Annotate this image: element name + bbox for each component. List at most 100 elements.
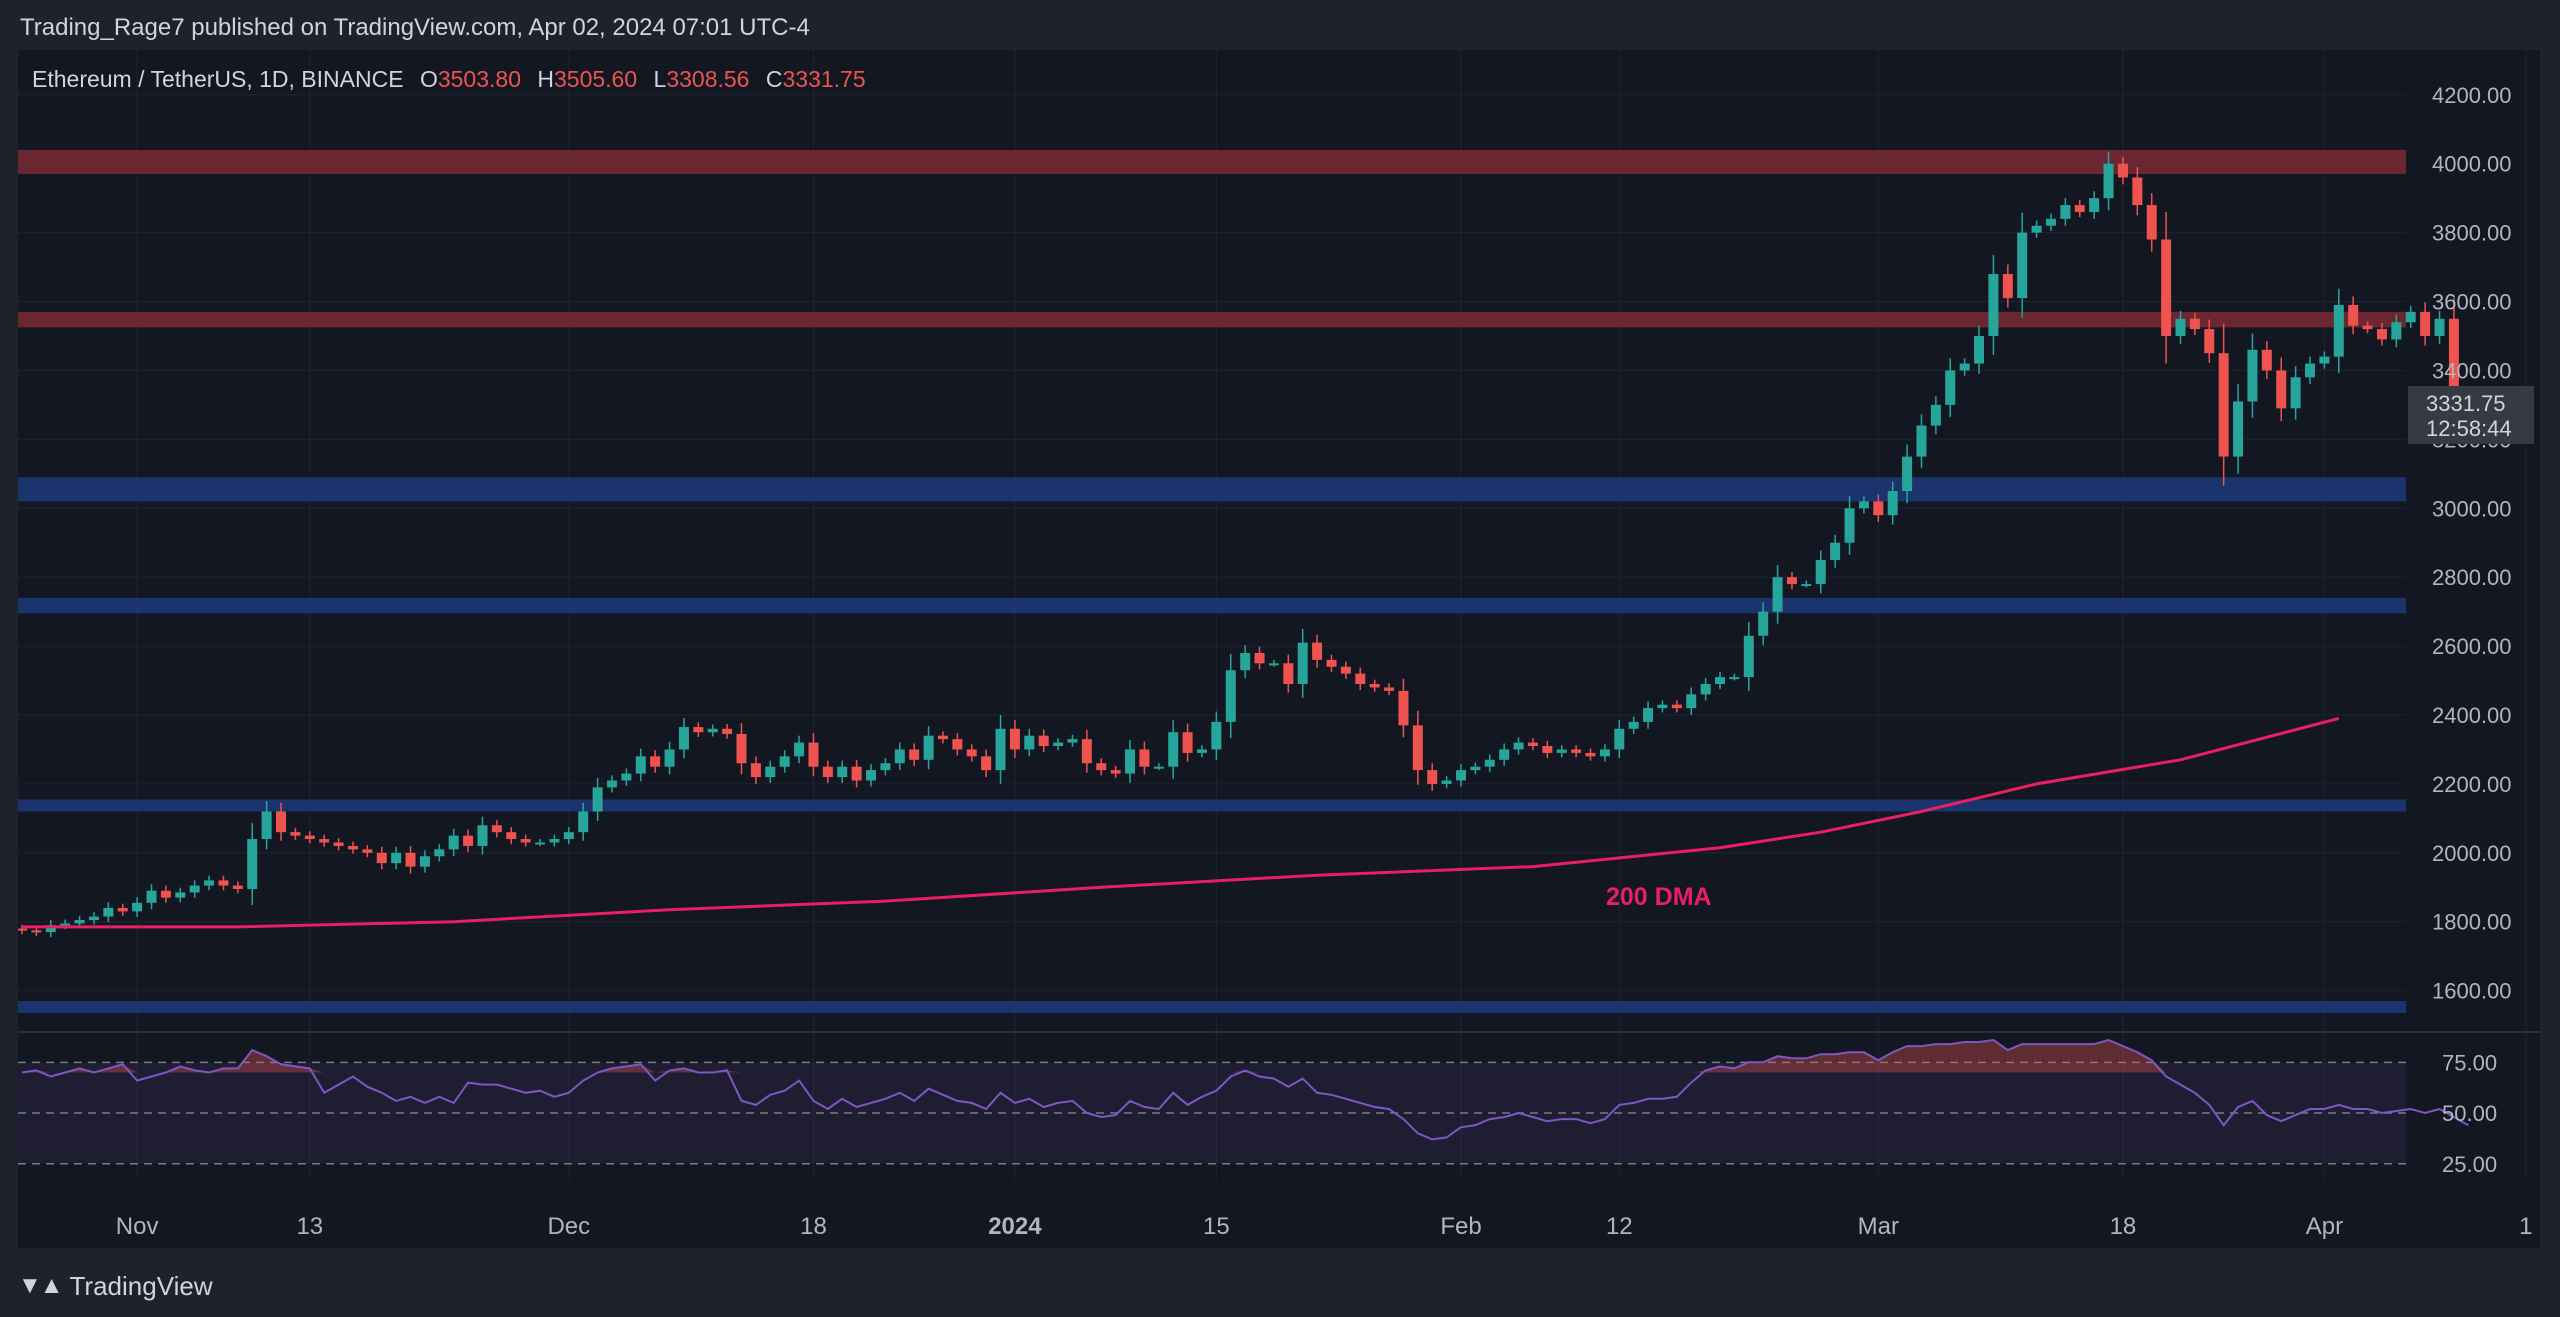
candle-body [722,728,733,734]
candle-body [290,832,301,836]
candle [1715,671,1726,690]
candle [1240,645,1251,678]
candle [232,881,243,894]
candle-body [1182,732,1193,753]
candle-body [563,832,574,840]
candle-body [520,839,531,843]
candle [1096,758,1107,776]
candle [506,826,517,845]
candle-body [2204,329,2215,354]
candle [1643,701,1654,729]
candle-body [2161,239,2172,336]
footer-brand[interactable]: ▼▲ TradingView [18,1266,213,1306]
candle [578,802,589,841]
candle-body [1513,742,1524,750]
candle [1556,745,1567,758]
candle [765,760,776,784]
candle-body [1844,508,1855,543]
candle [276,802,287,841]
candle [1053,738,1064,751]
candle-body [2247,349,2258,402]
candle-body [693,727,704,733]
candle [1484,754,1495,772]
candle [2132,167,2143,216]
price-candles[interactable] [18,151,2459,938]
candle-body [304,835,315,840]
svg-text:Ethereum / TetherUS, 1D, BINAN: Ethereum / TetherUS, 1D, BINANCE O3503.8… [32,66,866,92]
candle [2117,156,2128,185]
candle-body [1729,677,1740,680]
candle-body [1484,759,1495,767]
candle-body [1297,642,1308,684]
candle-body [45,925,56,933]
close-label: C [766,66,783,92]
candle [419,850,430,873]
candle [563,826,574,845]
candle [606,775,617,793]
candle-body [218,880,229,886]
price-axis[interactable]: 1600.00 1800.00 2000.00 2200.00 2400.00 2600.… [2432,83,2512,1004]
candle [1110,765,1121,778]
price-tick-label: 3400.00 [2432,358,2512,383]
candle [1139,741,1150,775]
candle [1700,677,1711,701]
candle-body [1671,704,1682,709]
candle-body [2089,198,2100,212]
candle-body [1786,577,1797,585]
time-tick-label: 18 [2110,1213,2137,1240]
candle-body [794,742,805,757]
candle [851,759,862,788]
price-tick-label: 1600.00 [2432,979,2512,1004]
candle-body [736,733,747,764]
candle [2218,323,2229,486]
candle-body [822,766,833,778]
candle-body [1542,746,1553,753]
candle-body [1168,732,1179,767]
candle [1671,700,1682,713]
candle [621,768,632,786]
candle-body [1470,766,1481,771]
candle [146,884,157,910]
candle [1268,659,1279,667]
time-tick-label: 2024 [988,1213,1042,1240]
candle [808,733,819,777]
candle-body [750,763,761,778]
chart-svg[interactable]: 200 DMA Ethereum / TetherUS, 1D, BINANCE… [18,50,2540,1248]
candle [290,827,301,840]
candle [2002,264,2013,308]
time-tick-label: 1 [2519,1213,2532,1240]
candle-body [635,756,646,774]
candle-body [2434,318,2445,336]
candle [1297,628,1308,698]
candle-body [1902,456,1913,492]
time-axis[interactable]: Nov 13 Dec 18 2024 15 Feb 12 Mar 18 Apr 1 [116,1213,2533,1240]
candle [794,735,805,764]
time-tick-label: Mar [1858,1213,1899,1240]
candle-body [1398,690,1409,726]
candle [160,885,171,903]
candle [1225,653,1236,739]
candle-body [347,845,358,850]
candle [2089,191,2100,219]
time-tick-label: 13 [296,1213,323,1240]
candle-body [247,839,258,890]
rsi-axis: 75.00 50.00 25.00 [2442,1050,2497,1176]
chart-panel[interactable]: 200 DMA Ethereum / TetherUS, 1D, BINANCE… [18,50,2540,1248]
candle-body [606,780,617,788]
candle-body [1499,749,1510,760]
candle-body [2103,163,2114,199]
candle-body [1053,742,1064,747]
candle-body [1887,491,1898,516]
rsi-overbought-fill [22,1040,2469,1073]
candle [319,834,330,847]
candle-body [808,742,819,767]
candle [1815,550,1826,594]
candle-body [1916,425,1927,457]
candle-body [995,728,1006,771]
candle-body [146,890,157,903]
candle [333,838,344,851]
candle [376,846,387,870]
candle [1254,646,1265,670]
candle-body [117,907,128,912]
candle [204,875,215,891]
